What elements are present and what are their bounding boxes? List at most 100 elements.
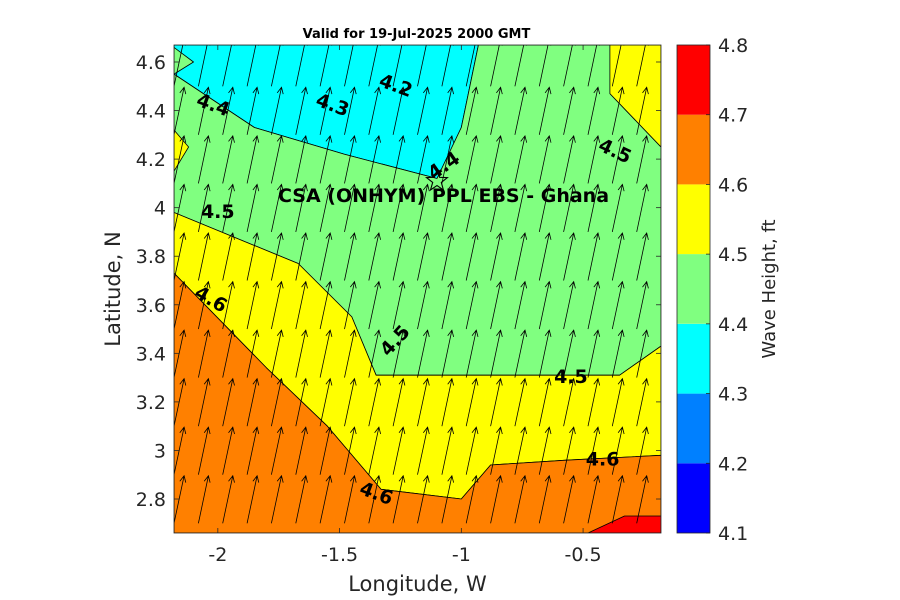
vector-arrow [368, 329, 381, 378]
vector-arrow [490, 280, 503, 330]
vector-arrow [344, 426, 357, 475]
vector-arrow [611, 474, 625, 524]
vector-arrow [538, 232, 552, 281]
vector-arrow [587, 134, 601, 184]
vector-arrow [587, 377, 601, 427]
contour-band-4.4-6 [174, 47, 194, 75]
colorbar-swatch [677, 323, 710, 394]
x-tick-label: -2 [208, 544, 227, 566]
vector-arrow [441, 329, 454, 378]
y-tick-label: 2.8 [136, 489, 166, 511]
vector-arrow [271, 45, 284, 87]
colorbar-frame [676, 44, 711, 534]
colorbar: 4.1 4.2 4.3 4.4 4.5 4.6 4.7 4.8 [676, 35, 748, 545]
vector-arrow [441, 183, 454, 232]
vector-arrow [636, 426, 649, 475]
vector-arrow [417, 135, 430, 184]
contour-label: 4.6 [586, 449, 620, 471]
y-axis-label: Latitude, N [101, 231, 125, 347]
vector-arrow [441, 45, 454, 87]
vector-arrow [465, 86, 479, 135]
vector-arrow [174, 329, 187, 378]
vector-arrow [563, 329, 576, 378]
vector-arrow [563, 474, 576, 524]
vector-arrow [441, 377, 454, 427]
vector-arrow [465, 280, 479, 330]
vector-arrow [392, 134, 406, 184]
y-tick-label: 4 [154, 198, 166, 220]
vector-arrow [368, 183, 381, 232]
vector-arrow [344, 280, 357, 330]
vector-arrow [319, 45, 333, 87]
vector-arrow [368, 377, 381, 427]
colorbar-tick-label: 4.5 [718, 244, 748, 266]
vector-arrow [490, 183, 503, 232]
vector-arrow [563, 377, 576, 427]
vector-arrow [198, 329, 211, 378]
vector-arrow [490, 474, 503, 524]
vector-arrow [344, 329, 357, 378]
vector-arrow [392, 426, 406, 475]
vector-arrow [563, 280, 576, 330]
contour-band-4.6-10 [174, 272, 661, 533]
vector-arrow [490, 232, 503, 281]
vector-arrow [441, 86, 454, 135]
vector-arrow [295, 377, 308, 427]
vector-arrow [295, 232, 308, 281]
vector-arrow [587, 86, 601, 135]
vector-arrow [490, 134, 503, 184]
vector-arrow [222, 329, 235, 378]
vector-arrow [246, 232, 260, 281]
vector-arrow [368, 474, 381, 524]
vector-arrow [198, 86, 211, 135]
vector-arrow [222, 135, 235, 184]
vector-arrow [319, 377, 333, 427]
vector-arrow [636, 329, 649, 378]
vector-arrow [344, 377, 357, 427]
vector-arrow [246, 86, 260, 135]
vector-arrow [295, 86, 308, 135]
colorbar-tick-label: 4.4 [718, 314, 748, 336]
y-tick-label: 3.2 [136, 392, 166, 414]
colorbar-tick-label: 4.7 [718, 105, 748, 127]
y-tick-label: 3.6 [136, 295, 166, 317]
vector-arrow [538, 377, 552, 427]
vector-arrow [636, 183, 649, 232]
vector-arrow [319, 280, 333, 330]
vector-arrow [222, 232, 235, 281]
vector-arrow [611, 232, 625, 281]
vector-arrow [636, 377, 649, 427]
vector-arrow [587, 45, 601, 87]
y-tick-label: 4.4 [136, 101, 166, 123]
vector-arrow [222, 183, 235, 232]
vector-arrow [392, 86, 406, 135]
wave-direction-vectors [174, 45, 649, 524]
vector-arrow [295, 45, 308, 87]
vector-arrow [465, 232, 479, 281]
colorbar-tick-label: 4.8 [718, 35, 748, 57]
vector-arrow [344, 86, 357, 135]
vector-arrow [198, 474, 211, 524]
vector-arrow [417, 45, 430, 87]
vector-arrow [587, 280, 601, 330]
y-tick-label: 3 [154, 440, 166, 462]
vector-arrow [246, 134, 260, 184]
vector-arrow [368, 232, 381, 281]
vector-arrow [636, 45, 649, 87]
vector-arrow [222, 377, 235, 427]
vector-arrow [368, 135, 381, 184]
vector-arrow [174, 135, 187, 184]
vector-arrow [344, 45, 357, 87]
vector-arrow [295, 426, 308, 475]
colorbar-swatch [677, 184, 710, 255]
vector-arrow [271, 474, 284, 524]
vector-arrow [611, 183, 625, 232]
axes-box [173, 44, 662, 534]
vector-arrow [246, 426, 260, 475]
vector-arrow [514, 280, 528, 330]
vector-arrow [465, 426, 479, 475]
vector-arrow [271, 329, 284, 378]
vector-arrow [514, 183, 528, 232]
colorbar-swatch [677, 463, 710, 533]
vector-arrow [465, 377, 479, 427]
